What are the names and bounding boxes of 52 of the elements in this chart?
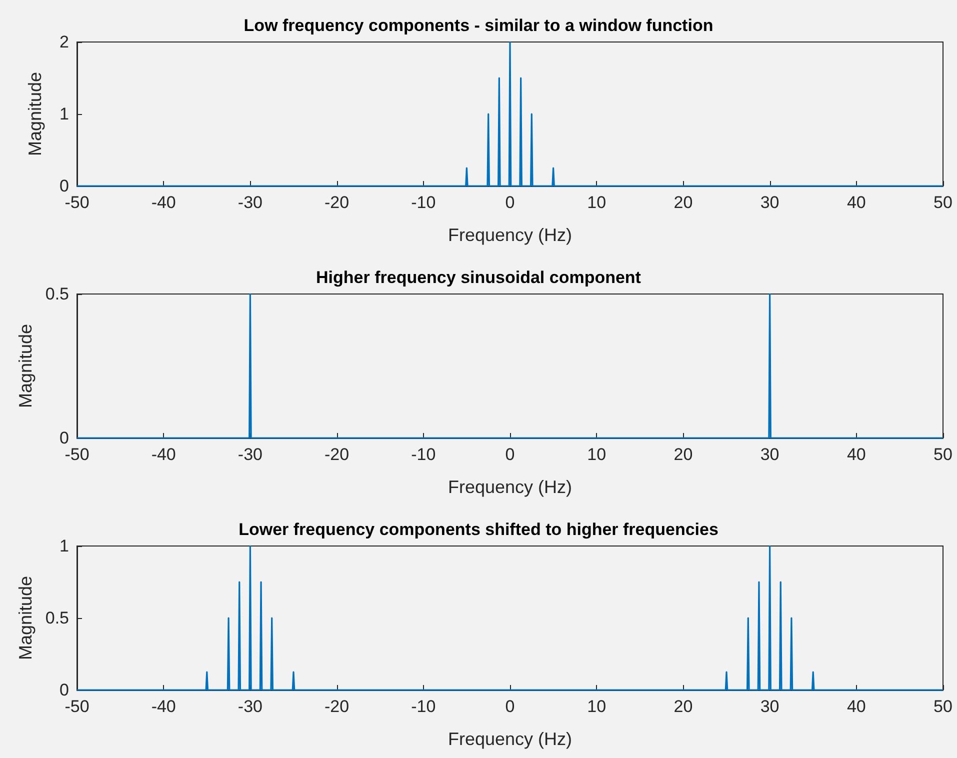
x-tick-label: 20 [674, 445, 693, 464]
chart-title: Higher frequency sinusoidal component [316, 268, 642, 287]
x-tick-label: -40 [151, 697, 176, 716]
x-tick-label: -20 [324, 697, 350, 716]
x-tick-label: 30 [760, 193, 780, 212]
x-tick-label: 10 [587, 445, 606, 464]
x-axis-title: Frequency (Hz) [448, 477, 572, 497]
x-tick-label: 50 [934, 697, 952, 716]
x-tick-label: -50 [64, 445, 90, 464]
x-tick-label: 0 [505, 697, 515, 716]
x-tick-label: 0 [505, 445, 515, 464]
y-tick-label: 0 [60, 428, 69, 448]
x-tick-label: -10 [411, 697, 436, 716]
x-tick-label: 40 [846, 697, 866, 716]
chart-title: Low frequency components - similar to a window function [244, 16, 714, 35]
x-tick-label: -20 [324, 193, 350, 212]
x-tick-label: -50 [64, 193, 90, 212]
x-tick-label: 10 [587, 697, 606, 716]
x-tick-label: 50 [934, 193, 952, 212]
y-tick-label: 0 [60, 680, 69, 700]
y-tick-label: 2 [60, 32, 69, 52]
x-tick-label: -40 [151, 445, 176, 464]
chart-title: Lower frequency components shifted to higher frequencies [238, 520, 718, 539]
x-tick-label: 30 [760, 445, 780, 464]
x-tick-label: -10 [411, 193, 436, 212]
y-axis-title: Magnitude [15, 576, 36, 660]
y-tick-label: 1 [60, 536, 69, 556]
y-tick-label: 0.5 [45, 608, 69, 628]
line-series [76, 545, 944, 691]
y-axis-title: Magnitude [15, 324, 36, 408]
x-tick-label: 20 [674, 193, 693, 212]
x-tick-label: -20 [324, 445, 350, 464]
x-tick-label: 20 [674, 697, 693, 716]
x-tick-label: 40 [846, 445, 866, 464]
x-tick-label: 40 [846, 193, 866, 212]
x-tick-label: 50 [934, 445, 952, 464]
x-tick-label: -50 [64, 697, 90, 716]
x-tick-label: -30 [238, 193, 262, 212]
x-axis-title: Frequency (Hz) [448, 225, 572, 245]
x-tick-label: 0 [505, 193, 515, 212]
x-tick-label: 30 [760, 697, 780, 716]
x-axis-title: Frequency (Hz) [448, 729, 572, 749]
y-axis-title: Magnitude [25, 72, 45, 156]
x-tick-label: -30 [238, 697, 262, 716]
x-tick-label: -30 [238, 445, 262, 464]
line-series [76, 41, 944, 187]
y-tick-label: 0 [60, 176, 69, 196]
y-tick-label: 1 [60, 104, 69, 124]
y-tick-label: 0.5 [45, 284, 69, 304]
x-tick-label: -10 [411, 445, 436, 464]
x-tick-label: -40 [151, 193, 176, 212]
x-tick-label: 10 [587, 193, 606, 212]
